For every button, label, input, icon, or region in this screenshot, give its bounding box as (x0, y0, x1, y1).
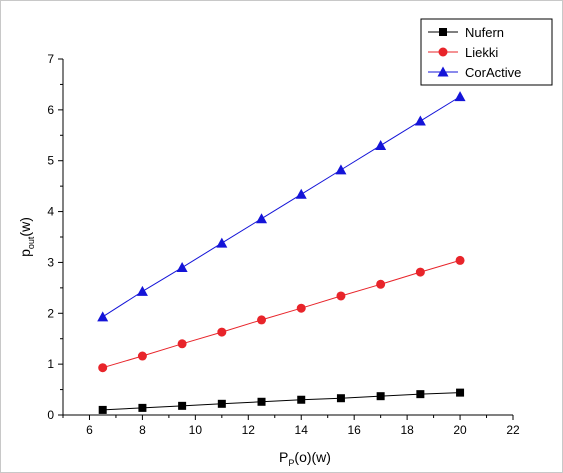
data-point-nufern (456, 388, 465, 397)
y-tick-label: 1 (47, 357, 54, 371)
legend-label-liekki: Liekki (465, 45, 498, 60)
legend-entries: Nufern Liekki CorActive (428, 25, 521, 80)
y-tick-label: 0 (47, 408, 54, 422)
data-point-coractive (216, 237, 228, 248)
data-point-liekki (455, 255, 465, 265)
data-point-coractive (136, 285, 148, 296)
y-tick-label: 5 (47, 154, 54, 168)
series-line-liekki (102, 259, 461, 369)
data-point-liekki (217, 327, 227, 337)
legend: Nufern Liekki CorActive (420, 18, 553, 86)
data-point-coractive (335, 164, 347, 175)
data-point-liekki (98, 363, 108, 373)
x-tick-label: 8 (139, 423, 146, 437)
data-point-nufern (297, 395, 306, 404)
x-axis-label: PP(o)(w) (279, 449, 331, 468)
legend-marker-nufern (439, 28, 447, 36)
data-point-coractive (295, 188, 307, 199)
data-point-liekki (296, 303, 306, 313)
data-point-liekki (336, 291, 346, 301)
data-point-nufern (416, 390, 425, 399)
x-tick-label: 12 (242, 423, 256, 437)
x-tick-label: 10 (189, 423, 203, 437)
data-point-nufern (138, 403, 147, 412)
y-axis-label: pout(w) (17, 217, 36, 257)
series-coractive (97, 91, 466, 322)
y-tick-label: 2 (47, 306, 54, 320)
legend-marker-coractive (437, 66, 449, 77)
x-tick-label: 18 (400, 423, 414, 437)
data-point-liekki (177, 339, 187, 349)
legend-entry-liekki: Liekki (428, 45, 498, 60)
series-liekki (98, 255, 465, 373)
axes (62, 59, 513, 416)
data-point-coractive (454, 91, 466, 102)
legend-marker-liekki (438, 47, 448, 57)
data-point-nufern (178, 401, 187, 410)
legend-label-coractive: CorActive (465, 65, 521, 80)
y-tick-label: 4 (47, 205, 54, 219)
x-tick-label: 20 (453, 423, 467, 437)
x-tick-label: 14 (295, 423, 309, 437)
legend-entry-coractive: CorActive (428, 65, 521, 80)
y-tick-label: 6 (47, 103, 54, 117)
data-point-liekki (415, 267, 425, 277)
y-tick-label: 3 (47, 255, 54, 269)
data-point-coractive (97, 311, 109, 322)
data-point-liekki (257, 315, 267, 325)
data-point-coractive (414, 115, 426, 126)
y-tick-label: 7 (47, 52, 54, 66)
data-point-nufern (217, 399, 226, 408)
data-point-nufern (98, 405, 107, 414)
series-layer (97, 91, 466, 414)
x-tick-label: 6 (86, 423, 93, 437)
data-point-nufern (336, 394, 345, 403)
data-point-liekki (376, 279, 386, 289)
series-line-coractive (102, 96, 461, 318)
data-point-liekki (137, 351, 147, 361)
legend-label-nufern: Nufern (465, 25, 504, 40)
series-nufern (98, 388, 465, 414)
data-point-coractive (375, 139, 387, 150)
data-point-coractive (256, 213, 268, 224)
x-tick-label: 22 (506, 423, 520, 437)
x-tick-label: 16 (347, 423, 361, 437)
data-point-nufern (257, 397, 266, 406)
data-point-nufern (376, 392, 385, 401)
legend-entry-nufern: Nufern (428, 25, 504, 40)
data-point-coractive (176, 262, 188, 273)
series-line-nufern (102, 392, 461, 411)
